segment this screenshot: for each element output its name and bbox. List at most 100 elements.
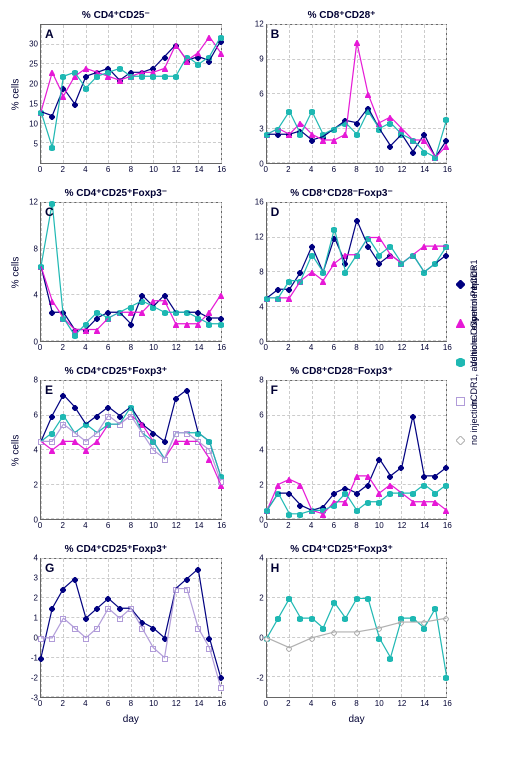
x-tick: 14 [195, 521, 204, 530]
x-tick: 6 [106, 343, 110, 352]
x-tick: 16 [443, 165, 452, 174]
x-tick: 16 [443, 699, 452, 708]
plot-area: -2024 H [236, 558, 448, 698]
x-axis: 0246810121416 [40, 698, 222, 714]
panel-E: % CD4⁺CD25⁺Foxp3⁺% cells02468E0246810121… [10, 366, 222, 536]
chart-area: C [40, 202, 222, 342]
x-tick: 10 [375, 165, 384, 174]
legend: hCDR1Control PeptideVehicle-OnlyhCDR1, a… [447, 10, 513, 714]
y-tick: 2 [259, 481, 263, 490]
chart-area: E [40, 380, 222, 520]
panel-H: % CD4⁺CD25⁺Foxp3⁺-2024H0246810121416day [236, 544, 448, 714]
x-tick: 14 [195, 699, 204, 708]
panel-letter: G [45, 561, 54, 575]
y-tick: 6 [259, 90, 263, 99]
x-tick: 6 [332, 521, 336, 530]
x-tick: 2 [286, 521, 290, 530]
y-axis: 036912 [236, 24, 266, 164]
x-tick: 0 [263, 521, 267, 530]
x-tick: 2 [286, 165, 290, 174]
chart-area: H [266, 558, 448, 698]
y-tick: 8 [34, 244, 38, 253]
chart-area: F [266, 380, 448, 520]
x-tick: 4 [309, 521, 313, 530]
x-tick: 4 [83, 165, 87, 174]
y-axis-label: % cells [10, 78, 21, 110]
x-tick: 8 [129, 343, 133, 352]
x-tick: 8 [129, 165, 133, 174]
x-tick: 12 [397, 699, 406, 708]
panel-letter: D [271, 205, 280, 219]
chart-area: A [40, 24, 222, 164]
y-tick: 30 [29, 40, 38, 49]
x-tick: 16 [217, 343, 226, 352]
chart-area: D [266, 202, 448, 342]
y-tick: 4 [259, 554, 263, 563]
panel-title: % CD8⁺CD28⁻Foxp3⁻ [236, 188, 448, 202]
y-axis: 02468 [236, 380, 266, 520]
x-tick: 0 [263, 699, 267, 708]
legend-label: no injection [469, 435, 479, 445]
plot-area: % cells51015202530A [10, 24, 222, 164]
y-tick: 10 [29, 120, 38, 129]
plot-area: 036912 B [236, 24, 448, 164]
panel-G: % CD4⁺CD25⁺Foxp3⁺shift from baseline (%)… [10, 544, 222, 714]
x-tick: 2 [286, 343, 290, 352]
x-axis: 0246810121416 [40, 164, 222, 180]
x-tick: 2 [60, 343, 64, 352]
x-tick: 2 [60, 699, 64, 708]
y-tick: 8 [259, 376, 263, 385]
panel-title: % CD4⁺CD25⁺Foxp3⁺ [10, 366, 222, 380]
legend-marker-icon [453, 277, 467, 291]
legend-marker-icon [453, 433, 467, 447]
x-tick: 2 [60, 521, 64, 530]
y-axis: shift from baseline (%)-3-2-101234 [10, 558, 40, 698]
x-tick: 4 [309, 343, 313, 352]
panel-letter: H [271, 561, 280, 575]
x-tick: 8 [354, 699, 358, 708]
y-tick: 8 [34, 376, 38, 385]
panel-title: % CD4⁺CD25⁺Foxp3⁻ [10, 188, 222, 202]
x-tick: 10 [375, 521, 384, 530]
x-tick: 14 [420, 165, 429, 174]
x-tick: 14 [420, 699, 429, 708]
panel-title: % CD8⁺CD28⁺ [236, 10, 448, 24]
y-tick: 4 [34, 554, 38, 563]
panel-B: % CD8⁺CD28⁺036912B0246810121416 [236, 10, 448, 180]
x-tick: 8 [354, 521, 358, 530]
legend-item-noinj: no injection [453, 433, 513, 447]
x-tick: 14 [420, 343, 429, 352]
x-axis: 0246810121416 [266, 342, 448, 358]
x-tick: 12 [397, 165, 406, 174]
y-tick: 2 [34, 594, 38, 603]
x-tick: 16 [443, 343, 452, 352]
y-axis: % cells02468 [10, 380, 40, 520]
y-tick: 1 [34, 614, 38, 623]
x-tick: 4 [83, 343, 87, 352]
x-tick: 0 [263, 165, 267, 174]
x-tick: 16 [217, 521, 226, 530]
x-tick: 8 [354, 343, 358, 352]
figure: % CD4⁺CD25⁻% cells51015202530A0246810121… [10, 10, 513, 714]
panel-title: % CD8⁺CD28⁻Foxp3⁺ [236, 366, 448, 380]
y-tick: 12 [255, 20, 264, 29]
x-tick: 6 [106, 165, 110, 174]
panel-title: % CD4⁺CD25⁺Foxp3⁺ [10, 544, 222, 558]
x-tick: 4 [309, 699, 313, 708]
x-tick: 6 [332, 699, 336, 708]
x-tick: 6 [106, 699, 110, 708]
panel-letter: A [45, 27, 54, 41]
x-tick: 2 [60, 165, 64, 174]
y-tick: 2 [34, 481, 38, 490]
panel-letter: B [271, 27, 280, 41]
panel-D: % CD8⁺CD28⁻Foxp3⁻0481216D0246810121416 [236, 188, 448, 358]
x-tick: 4 [309, 165, 313, 174]
x-tick: 10 [149, 699, 158, 708]
x-tick: 16 [443, 521, 452, 530]
x-axis: 0246810121416 [266, 698, 448, 714]
y-axis: -2024 [236, 558, 266, 698]
x-tick: 0 [38, 165, 42, 174]
panel-grid: % CD4⁺CD25⁻% cells51015202530A0246810121… [10, 10, 447, 714]
y-tick: 5 [34, 140, 38, 149]
x-tick: 10 [149, 343, 158, 352]
